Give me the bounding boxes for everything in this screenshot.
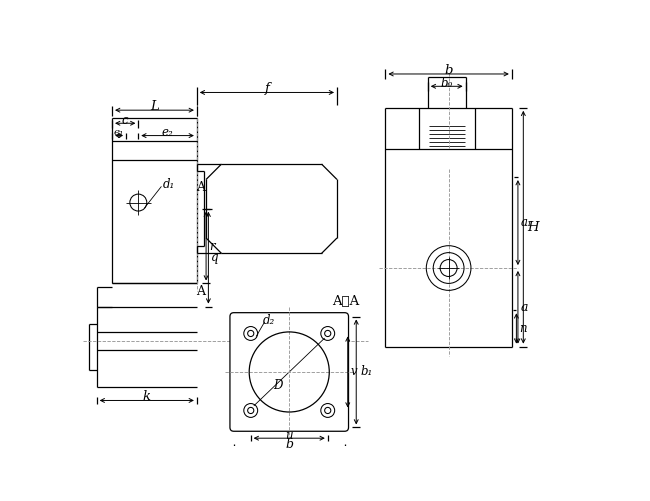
Text: a: a [521, 301, 528, 314]
Text: b₀: b₀ [441, 77, 453, 90]
Text: f: f [265, 82, 269, 95]
Text: d₂: d₂ [263, 314, 274, 327]
Text: b: b [445, 64, 453, 77]
Text: A－A: A－A [332, 295, 359, 308]
Text: v: v [351, 365, 358, 378]
Text: n: n [519, 322, 527, 335]
Text: d₁: d₁ [163, 178, 176, 191]
Text: D: D [273, 379, 282, 392]
Text: L: L [150, 100, 159, 113]
Text: c: c [122, 114, 129, 127]
Text: b₁: b₁ [360, 365, 372, 378]
Text: u: u [285, 429, 293, 441]
Text: e₂: e₂ [162, 126, 174, 139]
Text: H: H [527, 221, 539, 233]
Text: b: b [285, 438, 293, 451]
Text: A: A [196, 181, 205, 194]
FancyBboxPatch shape [230, 313, 348, 431]
Text: a₁: a₁ [521, 216, 533, 229]
Text: A: A [196, 285, 205, 298]
Text: r: r [209, 239, 215, 253]
Text: k: k [143, 390, 151, 403]
Text: e₁: e₁ [114, 128, 124, 137]
Text: q: q [211, 251, 219, 264]
